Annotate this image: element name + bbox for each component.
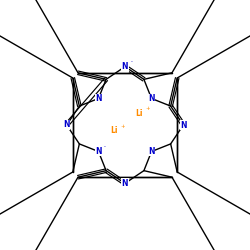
Text: -: - <box>104 144 106 150</box>
Text: N: N <box>95 147 102 156</box>
Text: N: N <box>148 94 155 103</box>
Text: N: N <box>95 94 102 103</box>
Text: N: N <box>180 120 186 130</box>
Text: N: N <box>64 120 70 130</box>
Text: N: N <box>122 62 128 71</box>
Text: Li: Li <box>136 108 143 118</box>
Text: Li: Li <box>110 126 118 136</box>
Text: +: + <box>145 106 150 111</box>
Text: N: N <box>122 179 128 188</box>
Text: -: - <box>130 60 132 65</box>
Text: N: N <box>148 147 155 156</box>
Text: +: + <box>120 124 124 129</box>
